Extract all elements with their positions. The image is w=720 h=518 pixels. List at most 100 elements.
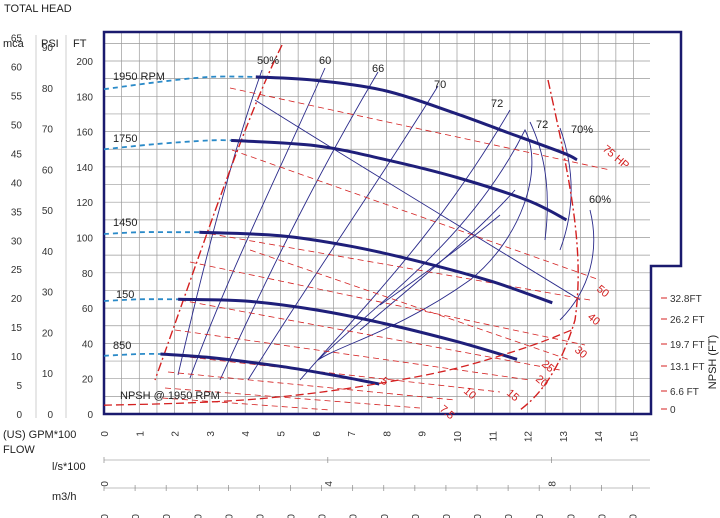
gpm-tick-label: 14 <box>594 431 605 443</box>
axis-label-gpm: (US) GPM*100 <box>3 429 76 441</box>
ft-tick-label: 40 <box>82 339 94 350</box>
efficiency-and-power-lines <box>155 45 610 410</box>
psi-tick-label: 20 <box>42 328 54 339</box>
speed-curve <box>256 77 577 160</box>
power-label: 15 <box>504 387 521 404</box>
mca-tick-label: 45 <box>11 149 23 160</box>
gpm-tick-label: 3 <box>206 431 217 437</box>
efficiency-label: 70% <box>571 124 593 136</box>
efficiency-curve <box>300 110 510 380</box>
mca-tick-label: 20 <box>11 294 23 305</box>
mca-tick-label: 25 <box>11 265 23 276</box>
gpm-tick-label: 11 <box>488 431 499 442</box>
mca-tick-label: 5 <box>16 381 22 392</box>
m3h-tick-label: 240 <box>473 514 484 518</box>
power-label: 20 <box>533 373 550 390</box>
power-line <box>190 262 585 345</box>
power-label: 7.5 <box>437 403 456 422</box>
efficiency-label: 60 <box>319 55 331 67</box>
psi-tick-label: 10 <box>42 369 54 380</box>
m3h-tick-label: 320 <box>597 514 608 518</box>
efficiency-curve <box>530 122 547 240</box>
psi-tick-label: 80 <box>42 84 54 95</box>
efficiency-label: 70 <box>434 79 446 91</box>
ft-tick-label: 20 <box>82 375 94 386</box>
m3h-tick-label: 60 <box>193 514 204 518</box>
mca-tick-label: 40 <box>11 178 23 189</box>
m3h-tick-label: 300 <box>566 514 577 518</box>
mca-tick-label: 60 <box>11 63 23 74</box>
npsh-tick-label: 0 <box>670 405 676 416</box>
psi-tick-label: 0 <box>47 410 53 421</box>
ft-tick-label: 120 <box>76 198 93 209</box>
ft-tick-label: 60 <box>82 304 94 315</box>
ft-tick-label: 200 <box>76 57 93 68</box>
efficiency-label: 72 <box>536 119 548 131</box>
psi-tick-label: 30 <box>42 288 54 299</box>
mca-tick-label: 10 <box>11 352 23 363</box>
m3h-tick-label: 80 <box>224 514 235 518</box>
mca-tick-label: 55 <box>11 91 23 102</box>
npsh-tick-label: 19.7 FT <box>670 340 704 351</box>
power-label: 30 <box>572 344 589 361</box>
power-label: 50 <box>594 283 611 300</box>
efficiency-curve <box>220 72 378 380</box>
npsh-tick-label: 32.8FT <box>670 294 702 305</box>
ls-tick-label: 0 <box>100 481 111 487</box>
chart-title: TOTAL HEAD <box>4 3 72 15</box>
power-line <box>200 232 590 300</box>
gpm-tick-label: 2 <box>171 431 182 437</box>
m3h-tick-label: 100 <box>255 514 266 518</box>
efficiency-label: 66 <box>372 63 384 75</box>
gpm-tick-label: 6 <box>312 431 323 437</box>
ft-tick-label: 100 <box>76 234 93 245</box>
gpm-tick-label: 13 <box>559 431 570 443</box>
m3h-tick-label: 20 <box>131 514 142 518</box>
speed-curve-label: 1450 <box>113 217 137 229</box>
curve-extension <box>104 354 161 356</box>
psi-tick-label: 90 <box>42 43 54 54</box>
power-line <box>170 355 500 392</box>
m3h-tick-label: 180 <box>380 514 391 518</box>
m3h-tick-label: 160 <box>349 514 360 518</box>
psi-tick-label: 50 <box>42 206 54 217</box>
efficiency-label: 60% <box>589 194 611 206</box>
efficiency-curve <box>360 190 515 330</box>
npsh-tick-label: 13.1 FT <box>670 362 704 373</box>
ft-tick-label: 160 <box>76 128 93 139</box>
ls-tick-label: 4 <box>324 481 335 487</box>
psi-tick-label: 60 <box>42 165 54 176</box>
axis-label-flow: FLOW <box>3 444 35 456</box>
gpm-tick-label: 9 <box>418 431 429 437</box>
mca-tick-label: 15 <box>11 323 23 334</box>
ft-tick-label: 80 <box>82 269 94 280</box>
m3h-tick-label: 340 <box>628 514 639 518</box>
gpm-tick-label: 15 <box>630 431 641 443</box>
m3h-tick-label: 260 <box>504 514 515 518</box>
npsh-axis: 32.8FT26.2 FT19.7 FT13.1 FT6.6 FT0 <box>661 294 704 416</box>
speed-curve-label: 850 <box>113 340 131 352</box>
gpm-tick-label: 8 <box>382 431 393 437</box>
gpm-tick-label: 10 <box>453 431 464 443</box>
ft-tick-label: 180 <box>76 92 93 103</box>
gpm-tick-label: 5 <box>277 431 288 437</box>
curve-extension <box>104 232 199 234</box>
mca-tick-label: 0 <box>16 410 22 421</box>
bottom-axes: 0123456789101112131415048121620242832364… <box>100 431 720 518</box>
npsh-label: NPSH @ 1950 RPM <box>120 390 220 402</box>
gpm-tick-label: 12 <box>524 431 535 443</box>
m3h-tick-label: 220 <box>442 514 453 518</box>
ft-tick-label: 140 <box>76 163 93 174</box>
m3h-tick-label: 200 <box>411 514 422 518</box>
efficiency-curve <box>380 215 500 305</box>
m3h-tick-label: 140 <box>318 514 329 518</box>
mca-tick-label: 30 <box>11 236 23 247</box>
psi-tick-label: 40 <box>42 247 54 258</box>
npsh-tick-label: 6.6 FT <box>670 387 699 398</box>
efficiency-curve <box>178 70 262 375</box>
mca-tick-label: 35 <box>11 207 23 218</box>
gpm-tick-label: 1 <box>135 431 146 437</box>
mca-tick-label: 50 <box>11 120 23 131</box>
